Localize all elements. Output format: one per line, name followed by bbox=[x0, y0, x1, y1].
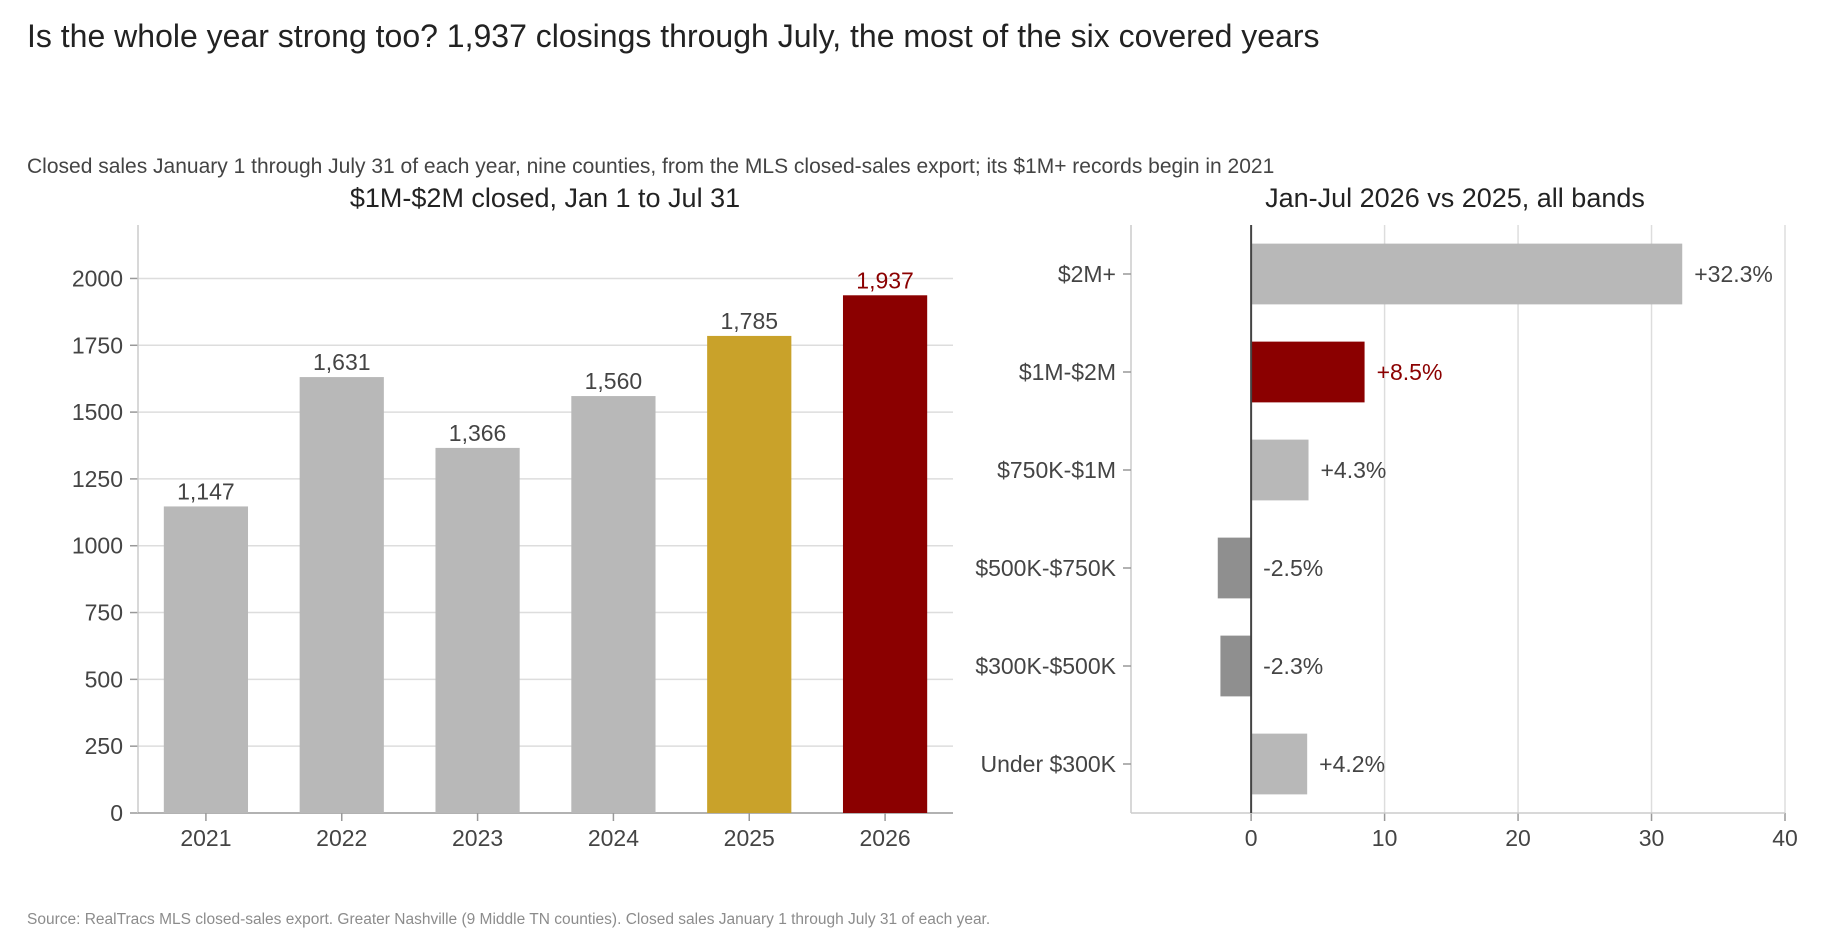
right-y-tick-label: $300K-$500K bbox=[975, 653, 1116, 679]
right-bar-4 bbox=[1217, 537, 1252, 599]
left-y-tick-label: 1250 bbox=[72, 466, 123, 492]
right-x-tick-label: 40 bbox=[1772, 825, 1798, 851]
left-bar-2024 bbox=[571, 396, 656, 813]
left-y-tick-label: 750 bbox=[85, 600, 123, 626]
left-bar-value-label: 1,366 bbox=[449, 420, 507, 446]
left-x-tick-label: 2022 bbox=[316, 825, 367, 851]
left-y-tick-label: 2000 bbox=[72, 265, 123, 291]
right-bar-value-label: +8.5% bbox=[1377, 359, 1443, 385]
right-y-tick-label: $500K-$750K bbox=[975, 555, 1116, 581]
right-bar-value-label: -2.5% bbox=[1263, 555, 1323, 581]
left-x-tick-label: 2023 bbox=[452, 825, 503, 851]
left-y-tick-label: 500 bbox=[85, 666, 123, 692]
right-y-tick-label: Under $300K bbox=[980, 751, 1116, 777]
right-x-tick-label: 30 bbox=[1639, 825, 1665, 851]
left-x-tick-label: 2021 bbox=[180, 825, 231, 851]
left-y-tick-label: 250 bbox=[85, 733, 123, 759]
left-y-tick-label: 0 bbox=[110, 800, 123, 826]
left-y-tick-label: 1000 bbox=[72, 533, 123, 559]
left-bar-2021 bbox=[163, 506, 249, 813]
right-y-tick-label: $1M-$2M bbox=[1019, 359, 1116, 385]
right-chart: Jan-Jul 2026 vs 2025, all bands 0 10 20 30 4… bbox=[975, 183, 1797, 851]
left-bar-2022 bbox=[299, 377, 384, 813]
left-bar-value-label: 1,785 bbox=[720, 308, 778, 334]
left-x-tick-label: 2026 bbox=[859, 825, 910, 851]
left-bar-2025 bbox=[707, 335, 792, 813]
right-bar-value-label: +4.3% bbox=[1321, 457, 1387, 483]
right-x-tick-label: 0 bbox=[1245, 825, 1258, 851]
right-bar-5 bbox=[1220, 635, 1252, 697]
page-subtitle: Closed sales January 1 through July 31 o… bbox=[27, 155, 1275, 178]
right-bar-2 bbox=[1251, 341, 1365, 403]
source-note: Source: RealTracs MLS closed-sales expor… bbox=[27, 911, 991, 928]
right-bar-value-label: -2.3% bbox=[1263, 653, 1323, 679]
left-bar-2023 bbox=[435, 447, 520, 813]
left-bar-value-label: 1,937 bbox=[856, 267, 914, 293]
right-bar-3 bbox=[1251, 439, 1309, 501]
left-chart: $1M-$2M closed, Jan 1 to Jul 31 0 250 500 7… bbox=[72, 183, 953, 851]
right-bar-value-label: +32.3% bbox=[1694, 261, 1773, 287]
right-y-tick-label: $750K-$1M bbox=[997, 457, 1116, 483]
left-bar-value-label: 1,631 bbox=[313, 349, 371, 375]
right-bar-1 bbox=[1251, 243, 1683, 305]
right-y-tick-label: $2M+ bbox=[1058, 261, 1116, 287]
left-y-tick-label: 1500 bbox=[72, 399, 123, 425]
left-x-tick-label: 2024 bbox=[588, 825, 639, 851]
right-x-tick-label: 10 bbox=[1372, 825, 1398, 851]
right-bar-value-label: +4.2% bbox=[1319, 751, 1385, 777]
page-title: Is the whole year strong too? 1,937 clos… bbox=[27, 18, 1320, 54]
left-bar-2026 bbox=[842, 295, 928, 813]
left-y-tick-label: 1750 bbox=[72, 332, 123, 358]
right-bar-6 bbox=[1251, 733, 1308, 795]
right-x-tick-label: 20 bbox=[1505, 825, 1531, 851]
left-x-tick-label: 2025 bbox=[724, 825, 775, 851]
right-chart-title: Jan-Jul 2026 vs 2025, all bands bbox=[1265, 183, 1645, 213]
left-bar-value-label: 1,147 bbox=[177, 478, 235, 504]
left-chart-title: $1M-$2M closed, Jan 1 to Jul 31 bbox=[350, 183, 740, 213]
left-bar-value-label: 1,560 bbox=[585, 368, 643, 394]
